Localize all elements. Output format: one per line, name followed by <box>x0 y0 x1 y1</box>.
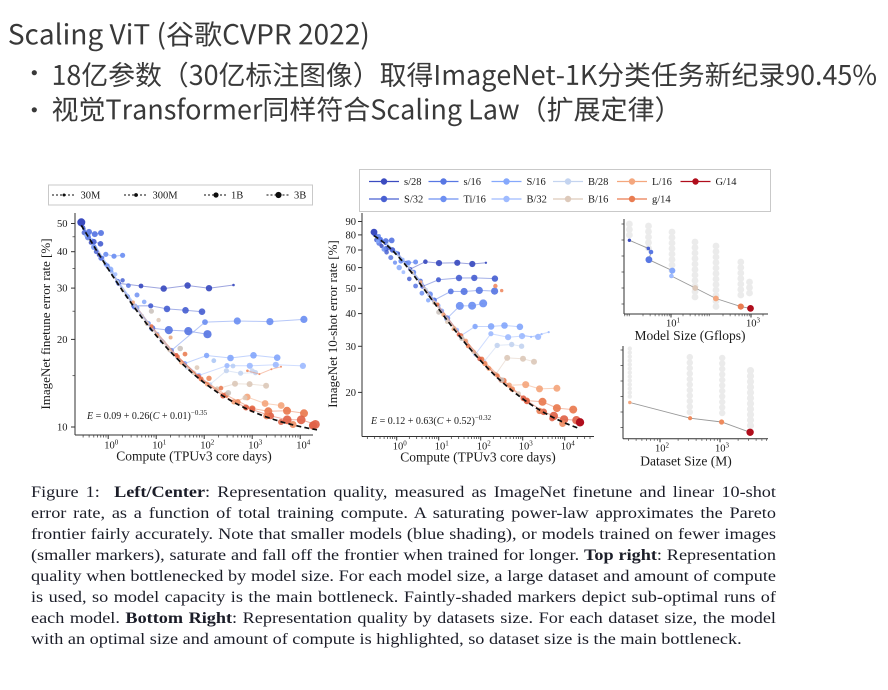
svg-text:104: 104 <box>561 440 576 453</box>
svg-text:30: 30 <box>346 342 357 353</box>
svg-text:90: 90 <box>346 217 357 228</box>
svg-text:20: 20 <box>346 388 357 399</box>
svg-text:Compute (TPUv3 core days): Compute (TPUv3 core days) <box>116 449 272 464</box>
svg-text:g/14: g/14 <box>652 195 671 206</box>
svg-text:60: 60 <box>346 263 357 274</box>
svg-text:B/16: B/16 <box>588 195 608 206</box>
svg-text:300M: 300M <box>153 191 179 202</box>
svg-text:80: 80 <box>346 230 357 241</box>
svg-text:s/16: s/16 <box>464 177 482 188</box>
svg-text:ImageNet 10-shot error rate [%: ImageNet 10-shot error rate [%] <box>325 240 340 407</box>
svg-text:40: 40 <box>57 247 68 258</box>
svg-text:Model Size (Gflops): Model Size (Gflops) <box>635 328 746 343</box>
svg-text:30M: 30M <box>81 191 102 202</box>
svg-text:E = 0.09 + 0.26(C + 0.01)−0.35: E = 0.09 + 0.26(C + 0.01)−0.35 <box>86 409 208 422</box>
svg-text:30: 30 <box>57 284 68 295</box>
svg-text:10: 10 <box>57 423 68 434</box>
svg-text:104: 104 <box>296 439 311 452</box>
svg-text:20: 20 <box>57 335 68 346</box>
svg-text:ImageNet finetune error rate [: ImageNet finetune error rate [%] <box>38 238 53 409</box>
svg-text:s/28: s/28 <box>404 177 422 188</box>
svg-text:B/32: B/32 <box>527 195 547 206</box>
svg-text:Compute (TPUv3 core days): Compute (TPUv3 core days) <box>400 450 556 465</box>
svg-text:Ti/16: Ti/16 <box>464 195 486 206</box>
svg-text:G/14: G/14 <box>716 177 738 188</box>
svg-text:B/28: B/28 <box>588 177 608 188</box>
svg-text:L/16: L/16 <box>652 177 672 188</box>
svg-text:E = 0.12 + 0.63(C + 0.52)−0.32: E = 0.12 + 0.63(C + 0.52)−0.32 <box>370 414 492 427</box>
svg-text:40: 40 <box>346 309 357 320</box>
svg-text:S/16: S/16 <box>527 177 546 188</box>
svg-text:50: 50 <box>346 284 357 295</box>
svg-text:70: 70 <box>346 246 357 257</box>
svg-text:3B: 3B <box>294 191 306 202</box>
svg-text:1B: 1B <box>231 191 243 202</box>
svg-text:Dataset Size (M): Dataset Size (M) <box>640 454 731 469</box>
svg-text:50: 50 <box>57 219 68 230</box>
svg-text:S/32: S/32 <box>404 195 423 206</box>
svg-text:103: 103 <box>746 317 761 330</box>
